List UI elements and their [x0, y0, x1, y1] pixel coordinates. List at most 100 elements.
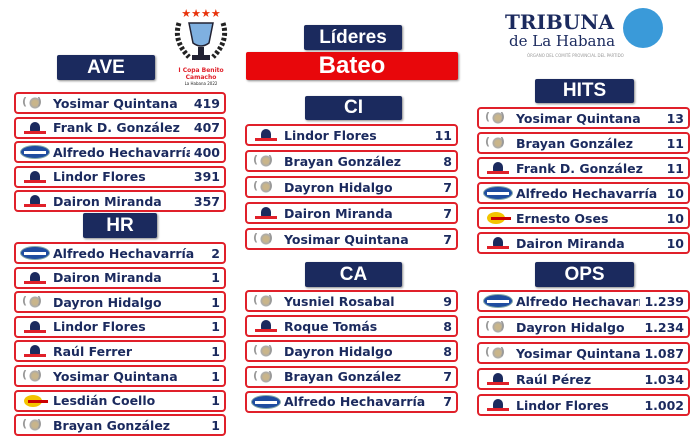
- tribuna-sub: de La Habana: [509, 32, 616, 50]
- team-logo-icon: [483, 110, 513, 125]
- team-logo-icon: [251, 319, 281, 333]
- ave-row: Frank D. González 407: [14, 116, 226, 139]
- stat-value: 1: [211, 319, 220, 335]
- player-name: Yusniel Rosabal: [284, 293, 395, 309]
- player-name: Yosimar Quintana: [53, 95, 178, 111]
- player-name: Brayan González: [53, 417, 171, 433]
- player-name: Yosimar Quintana: [516, 110, 641, 126]
- stat-value: 7: [443, 369, 452, 385]
- player-name: Yosimar Quintana: [284, 231, 409, 247]
- team-logo-icon: [20, 417, 50, 432]
- team-logo-icon: [20, 121, 50, 135]
- team-logo-icon: [20, 294, 50, 309]
- stat-value: 11: [666, 160, 684, 176]
- team-logo-icon: [20, 320, 50, 334]
- team-logo-icon: [20, 394, 50, 408]
- player-name: Lindor Flores: [516, 397, 609, 413]
- team-logo-icon: [251, 394, 281, 409]
- team-logo-icon: [483, 372, 513, 386]
- ave-row: Lindor Flores 391: [14, 165, 226, 188]
- hr-row: Alfredo Hechavarría 2: [14, 242, 226, 264]
- ops-header: OPS: [535, 262, 634, 287]
- stat-value: 1.087: [644, 345, 684, 361]
- ca-row: Roque Tomás 8: [245, 315, 458, 338]
- player-name: Alfredo Hechavarría: [516, 185, 658, 201]
- stat-value: 7: [443, 179, 452, 195]
- ave-row: Yosimar Quintana 419: [14, 92, 226, 114]
- hits-row: Brayan González 11: [477, 132, 690, 154]
- stat-value: 8: [443, 153, 452, 169]
- player-name: Yosimar Quintana: [516, 345, 641, 361]
- team-logo-icon: [20, 194, 50, 208]
- hits-row: Dairon Miranda 10: [477, 232, 690, 254]
- ci-row: Brayan González 8: [245, 150, 458, 172]
- player-name: Lindor Flores: [53, 319, 146, 335]
- team-logo-icon: [251, 206, 281, 220]
- tribuna-tag: ÓRGANO DEL COMITÉ PROVINCIAL DEL PARTIDO: [527, 53, 624, 58]
- team-logo-icon: [251, 231, 281, 246]
- stat-value: 407: [193, 120, 220, 135]
- team-logo-icon: [483, 319, 513, 334]
- player-name: Alfredo Hechavarría: [284, 394, 426, 410]
- player-name: Lindor Flores: [53, 169, 146, 184]
- hr-row: Dairon Miranda 1: [14, 266, 226, 289]
- stat-value: 1: [211, 294, 220, 310]
- hr-row: Brayan González 1: [14, 414, 226, 437]
- ca-row: Dayron Hidalgo 8: [245, 340, 458, 363]
- ops-row: Dayron Hidalgo 1.234: [477, 316, 690, 338]
- stat-value: 1: [211, 417, 220, 433]
- ci-header: CI: [305, 96, 402, 120]
- team-logo-icon: [20, 95, 50, 110]
- team-logo-icon: [20, 368, 50, 383]
- ops-row: Raúl Pérez 1.034: [477, 368, 690, 390]
- stat-value: 13: [666, 110, 684, 126]
- player-name: Alfredo Hechavarría: [516, 293, 640, 309]
- team-logo-icon: [483, 135, 513, 150]
- player-name: Brayan González: [516, 135, 634, 151]
- team-logo-icon: [251, 128, 281, 142]
- player-name: Raúl Ferrer: [53, 343, 133, 359]
- hits-row: Ernesto Oses 10: [477, 207, 690, 229]
- player-name: Dayron Hidalgo: [53, 294, 162, 310]
- player-name: Dairon Miranda: [516, 235, 625, 251]
- stat-value: 7: [443, 205, 452, 221]
- trophy-icon: [174, 22, 228, 60]
- hits-row: Frank D. González 11: [477, 157, 690, 179]
- stat-value: 1: [211, 368, 220, 384]
- ops-row: Lindor Flores 1.002: [477, 394, 690, 416]
- player-name: Frank D. González: [516, 160, 643, 176]
- team-logo-icon: [251, 293, 281, 308]
- player-name: Ernesto Oses: [516, 210, 609, 226]
- ca-header: CA: [305, 262, 402, 287]
- ave-header: AVE: [57, 55, 155, 80]
- copa-line1: I Copa Benito Camacho: [178, 67, 224, 81]
- hr-header: HR: [83, 213, 157, 238]
- player-name: Brayan González: [284, 153, 402, 169]
- tribuna-logo: TRIBUNA de La Habana ÓRGANO DEL COMITÉ P…: [505, 8, 675, 62]
- team-logo-icon: [483, 186, 513, 200]
- player-name: Frank D. González: [53, 120, 180, 135]
- hr-row: Lindor Flores 1: [14, 315, 226, 338]
- team-logo-icon: [483, 398, 513, 412]
- stat-value: 8: [443, 343, 452, 359]
- stat-value: 2: [211, 245, 220, 261]
- stat-value: 11: [434, 127, 452, 143]
- stat-value: 1: [211, 270, 220, 286]
- player-name: Dayron Hidalgo: [284, 343, 393, 359]
- player-name: Dairon Miranda: [53, 193, 162, 209]
- team-logo-icon: [251, 179, 281, 194]
- ave-row: Alfredo Hechavarría 400: [14, 141, 226, 163]
- hr-row: Lesdián Coello 1: [14, 389, 226, 412]
- team-logo-icon: [20, 145, 50, 159]
- stat-value: 1.239: [644, 293, 684, 309]
- team-logo-icon: [251, 153, 281, 168]
- player-name: Dayron Hidalgo: [284, 179, 393, 195]
- lideres-title: Líderes: [304, 25, 402, 50]
- team-logo-icon: [20, 170, 50, 184]
- bateo-title: Bateo: [246, 52, 458, 80]
- team-logo-icon: [483, 211, 513, 225]
- ci-row: Yosimar Quintana 7: [245, 228, 458, 250]
- stat-value: 357: [193, 193, 220, 209]
- stat-value: 391: [193, 169, 220, 184]
